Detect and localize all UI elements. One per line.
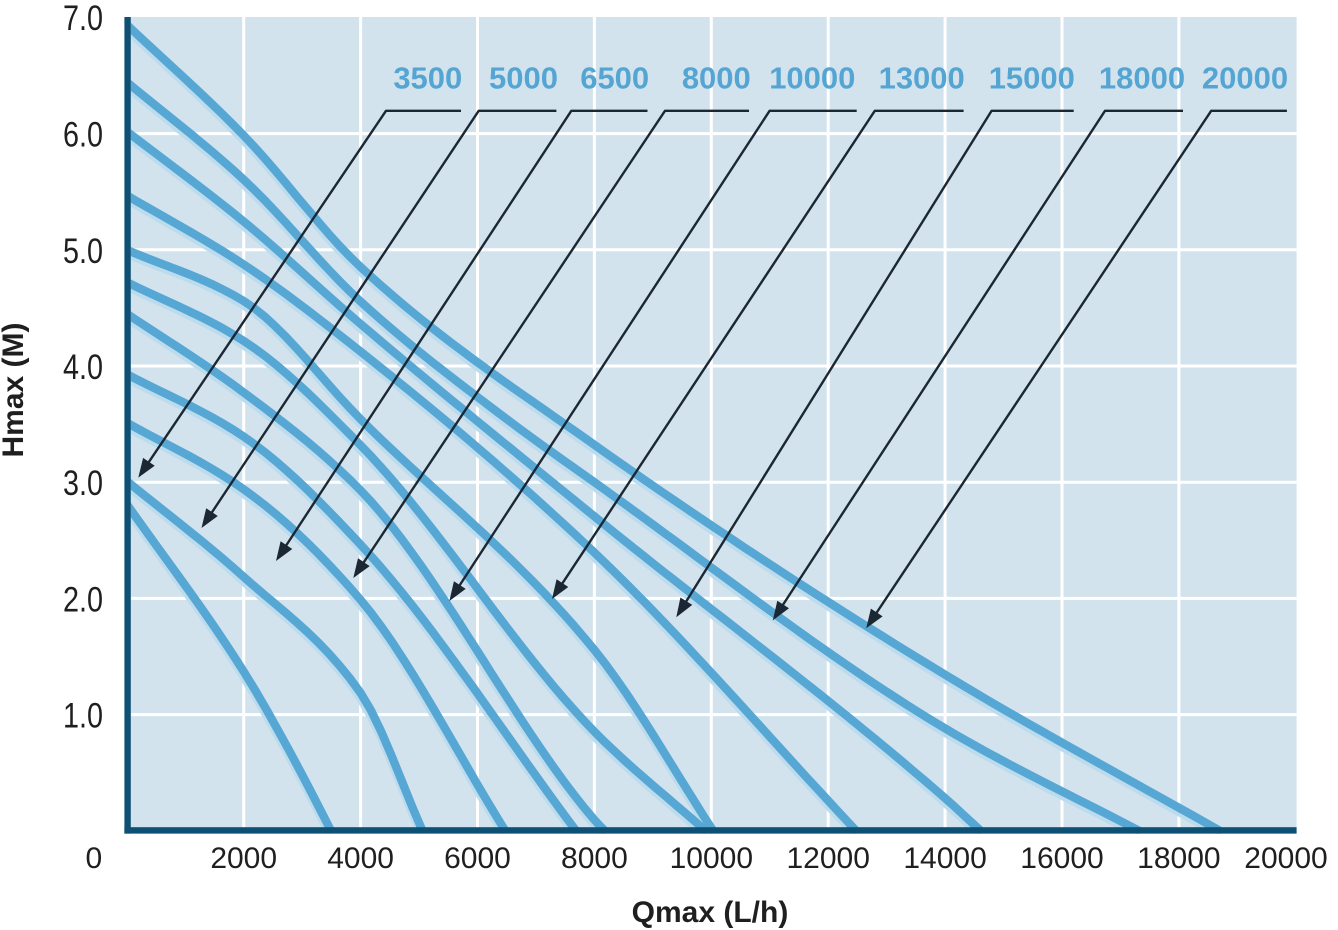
svg-text:10000: 10000 — [670, 842, 753, 875]
svg-text:6000: 6000 — [444, 842, 511, 875]
svg-text:4.0: 4.0 — [63, 348, 103, 387]
svg-text:4000: 4000 — [327, 842, 394, 875]
svg-text:8000: 8000 — [682, 61, 751, 96]
svg-text:16000: 16000 — [1020, 842, 1103, 875]
svg-text:5000: 5000 — [489, 61, 558, 96]
svg-text:12000: 12000 — [786, 842, 869, 875]
svg-text:3.0: 3.0 — [63, 464, 103, 503]
svg-text:13000: 13000 — [879, 61, 965, 96]
svg-text:1.0: 1.0 — [63, 697, 103, 736]
svg-text:2.0: 2.0 — [63, 580, 103, 619]
svg-text:7.0: 7.0 — [63, 0, 103, 38]
svg-text:8000: 8000 — [561, 842, 628, 875]
svg-text:14000: 14000 — [903, 842, 986, 875]
svg-text:0: 0 — [85, 842, 102, 875]
svg-text:6500: 6500 — [580, 61, 649, 96]
svg-text:18000: 18000 — [1099, 61, 1185, 96]
svg-text:15000: 15000 — [989, 61, 1075, 96]
svg-text:Qmax (L/h): Qmax (L/h) — [632, 896, 789, 929]
svg-text:18000: 18000 — [1137, 842, 1220, 875]
svg-text:3500: 3500 — [393, 61, 462, 96]
svg-text:20000: 20000 — [1202, 61, 1288, 96]
svg-text:Hmax (M): Hmax (M) — [0, 322, 30, 457]
svg-text:20000: 20000 — [1244, 842, 1327, 875]
svg-text:5.0: 5.0 — [63, 232, 103, 271]
svg-text:10000: 10000 — [769, 61, 855, 96]
svg-text:6.0: 6.0 — [63, 116, 103, 155]
svg-text:2000: 2000 — [210, 842, 277, 875]
